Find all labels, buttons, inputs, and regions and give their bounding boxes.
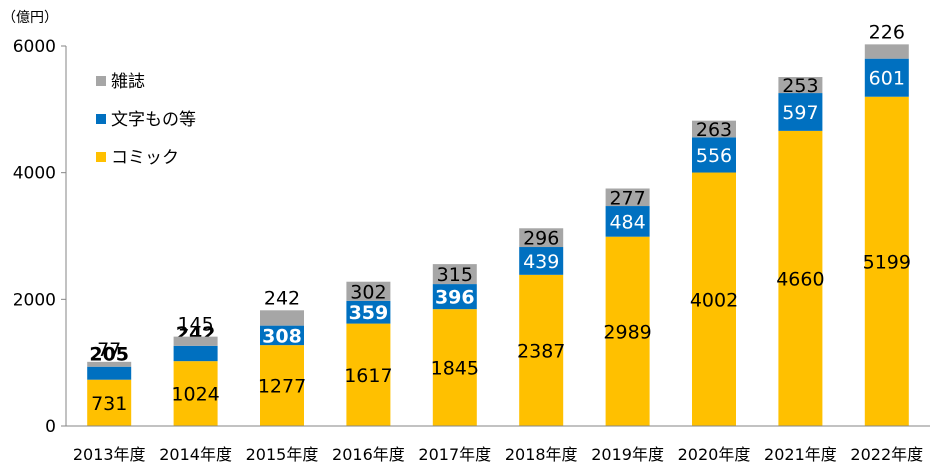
legend-item: 文字もの等 <box>96 110 196 130</box>
x-tick-label: 2019年度 <box>591 445 664 464</box>
bar-segment <box>519 247 564 275</box>
x-tick-label: 2021年度 <box>764 445 837 464</box>
data-label: 296 <box>523 228 559 250</box>
bar-segment <box>87 366 132 380</box>
legend-label: コミック <box>111 148 179 168</box>
data-label: 205 <box>89 344 129 366</box>
y-tick-label: 4000 <box>13 164 56 184</box>
x-tick-label: 2015年度 <box>246 445 319 464</box>
y-tick-label: 2000 <box>13 290 56 310</box>
bar-segment <box>778 130 823 426</box>
bar-segment <box>864 96 909 426</box>
legend-swatch <box>96 114 106 124</box>
bar-segment <box>260 310 304 326</box>
data-label: 439 <box>523 251 559 273</box>
data-label: 145 <box>177 314 213 336</box>
data-label: 396 <box>435 287 475 309</box>
y-tick-label: 6000 <box>13 37 56 57</box>
data-label: 4660 <box>776 268 824 290</box>
data-label: 263 <box>696 119 732 141</box>
bar-segment <box>173 361 218 426</box>
data-label: 731 <box>91 393 127 415</box>
data-label: 597 <box>782 102 818 124</box>
data-label: 5199 <box>863 251 911 273</box>
bar-segment <box>432 264 477 285</box>
bar-segment <box>864 58 909 97</box>
x-tick-label: 2016年度 <box>332 445 405 464</box>
data-label: 315 <box>437 264 473 286</box>
data-label: 359 <box>349 302 389 324</box>
x-tick-label: 2014年度 <box>159 445 232 464</box>
legend-label: 雑誌 <box>111 72 145 92</box>
data-label: 302 <box>350 281 386 303</box>
data-label: 308 <box>262 325 302 347</box>
bar-segment <box>778 77 823 94</box>
bar-stack: 4660 597 253 <box>776 75 825 426</box>
data-label: 1277 <box>258 376 306 398</box>
data-label: 556 <box>696 145 732 167</box>
bar-segment <box>346 300 391 324</box>
x-tick-label: 2018年度 <box>505 445 578 464</box>
bar-segment <box>260 325 304 346</box>
bar-segment <box>260 345 304 426</box>
y-axis-ticks: 0 2000 4000 6000 <box>13 37 66 437</box>
bar-segment <box>519 228 564 248</box>
data-label: 1617 <box>344 365 392 387</box>
x-tick-label: 2017年度 <box>418 445 491 464</box>
data-label: 4002 <box>690 289 738 311</box>
y-tick-label: 0 <box>45 417 56 437</box>
data-label: 226 <box>869 21 905 43</box>
data-label: 1024 <box>171 384 219 406</box>
x-tick-label: 2020年度 <box>678 445 751 464</box>
x-tick-label: 2022年度 <box>850 445 923 464</box>
legend-swatch <box>96 152 106 162</box>
bar-segment <box>605 236 650 426</box>
data-label: 2387 <box>517 340 565 362</box>
x-axis-ticks: 2013年度 2014年度 2015年度 2016年度 2017年度 2018年度 2019… <box>73 445 923 464</box>
bar-segment <box>605 188 650 207</box>
legend-swatch <box>96 76 106 86</box>
bar-segment <box>864 44 909 59</box>
y-axis-unit-label: （億円） <box>2 10 58 26</box>
bar-segment <box>692 172 736 426</box>
legend-item: 雑誌 <box>96 72 145 92</box>
data-label: 77 <box>97 339 121 361</box>
bar-segment <box>173 336 218 346</box>
bar-segment <box>692 120 736 138</box>
bar-stack: 4002 556 263 <box>690 119 738 426</box>
bar-segment <box>173 345 218 362</box>
legend-label: 文字もの等 <box>111 110 196 130</box>
data-label: 277 <box>609 187 645 209</box>
legend-item: コミック <box>96 148 179 168</box>
bar-segment <box>432 309 477 426</box>
bar-segment <box>87 361 132 367</box>
bar-segment <box>87 379 132 426</box>
bar-stack: 5199 601 226 <box>863 21 911 426</box>
bar-segment <box>346 281 391 301</box>
data-label: 242 <box>264 287 300 309</box>
x-tick-label: 2013年度 <box>73 445 146 464</box>
bar-segment <box>692 137 736 173</box>
data-label: 1845 <box>431 358 479 380</box>
bar-stack: 1277 308 242 <box>258 287 306 426</box>
bar-segment <box>605 206 650 237</box>
data-label: 2989 <box>603 321 651 343</box>
bar-segment <box>346 323 391 426</box>
data-label: 253 <box>782 75 818 97</box>
data-label: 601 <box>869 68 905 90</box>
bar-segment <box>432 284 477 310</box>
bar-segment <box>519 274 564 426</box>
bar-segment <box>778 93 823 131</box>
data-label: 484 <box>609 211 645 233</box>
